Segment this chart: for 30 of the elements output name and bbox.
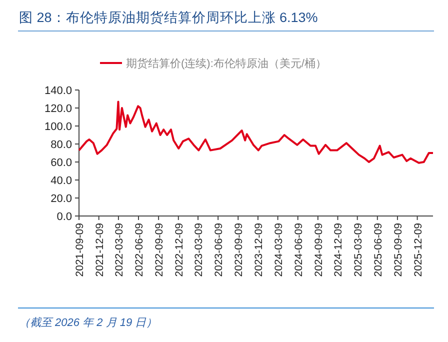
- y-tick-label: 80.0: [50, 139, 72, 151]
- y-tick-label: 140.0: [44, 85, 72, 97]
- legend-label: 期货结算价(连续):布伦特原油（美元/桶）: [126, 57, 326, 70]
- legend: 期货结算价(连续):布伦特原油（美元/桶）: [100, 58, 326, 70]
- x-tick-label: 2022-09-09: [154, 222, 166, 277]
- y-tick-label: 120.0: [44, 103, 72, 115]
- x-tick-label: 2023-03-09: [193, 222, 206, 277]
- x-tick-label: 2025-06-09: [372, 222, 384, 277]
- x-tick-label: 2023-09-09: [233, 222, 246, 277]
- x-tick-label: 2022-03-09: [113, 222, 126, 277]
- y-tick-label: 60.0: [50, 157, 72, 169]
- x-tick-label: 2025-09-09: [392, 222, 404, 277]
- x-tick-label: 2023-06-09: [213, 222, 226, 277]
- x-tick-label: 2022-12-09: [173, 222, 186, 277]
- x-tick-label: 2023-12-09: [252, 222, 265, 277]
- y-tick-label: 100.0: [44, 121, 72, 133]
- y-tick-label: 40.0: [50, 175, 72, 187]
- x-tick-label: 2025-12-09: [412, 222, 424, 277]
- y-tick-label: 20.0: [50, 193, 72, 205]
- x-tick-label: 2021-12-09: [94, 222, 106, 277]
- chart-title: 图 28：布伦特原油期货结算价周环比上涨 6.13%: [19, 10, 318, 25]
- text: （截至 2026 年 2 月 19 日）: [19, 316, 158, 329]
- x-tick-label: 2025-03-09: [352, 222, 364, 277]
- y-tick-label: 0.0: [56, 211, 72, 223]
- x-tick-label: 2022-06-09: [134, 222, 146, 277]
- x-tick-label: 2021-09-09: [74, 222, 86, 277]
- x-tick-label: 2024-09-09: [312, 222, 325, 277]
- x-tick-label: 2024-12-09: [332, 222, 345, 277]
- x-tick-label: 2024-03-09: [272, 222, 285, 277]
- x-tick-label: 2024-06-09: [292, 222, 305, 277]
